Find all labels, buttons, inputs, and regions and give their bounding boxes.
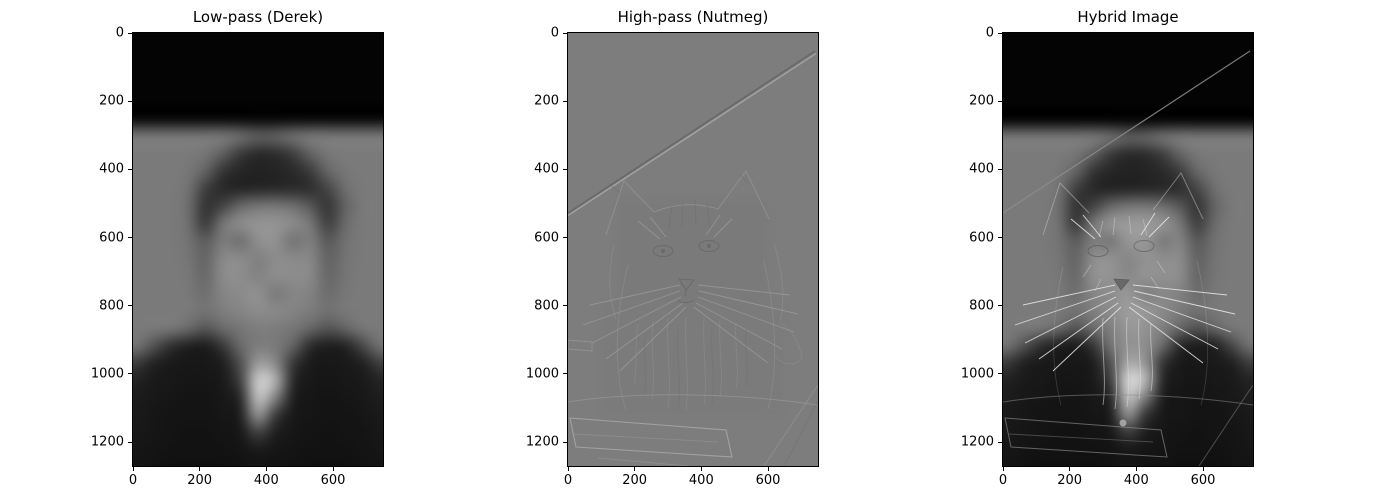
ytick-label: 1200 — [960, 434, 994, 450]
ytick-label: 0 — [550, 25, 559, 41]
ytick-label: 200 — [534, 93, 559, 109]
ytick-label: 0 — [985, 25, 994, 41]
xtick-mark — [1202, 467, 1204, 471]
ytick-mark — [128, 168, 132, 170]
ytick-mark — [128, 441, 132, 443]
xtick-mark — [1135, 467, 1137, 471]
hybrid-image — [1003, 33, 1253, 466]
xtick-label: 0 — [128, 473, 138, 488]
xtick-label: 200 — [187, 473, 213, 488]
ytick-mark — [563, 100, 567, 102]
xtick-label: 400 — [688, 473, 714, 488]
ytick-label: 400 — [534, 161, 559, 177]
xtick-label: 600 — [1190, 473, 1216, 488]
ytick-mark — [563, 305, 567, 307]
ytick-label: 1000 — [960, 366, 994, 382]
lowpass-image — [133, 33, 383, 466]
ytick-label: 1000 — [525, 366, 559, 382]
ytick-mark — [998, 237, 1002, 239]
ytick-label: 200 — [99, 93, 124, 109]
ytick-label: 1000 — [90, 366, 124, 382]
subplot-hybrid: Hybrid Image — [961, 8, 1254, 488]
subplot-lowpass-title: Low-pass (Derek) — [192, 8, 324, 26]
xtick-mark — [265, 467, 267, 471]
xtick-label: 200 — [1057, 473, 1083, 488]
ytick-label: 800 — [99, 298, 124, 314]
xtick-label: 600 — [320, 473, 346, 488]
xtick-mark — [332, 467, 334, 471]
ytick-label: 600 — [534, 230, 559, 246]
ytick-mark — [998, 441, 1002, 443]
hybrid-image-canvas — [1003, 33, 1253, 466]
ytick-label: 600 — [99, 230, 124, 246]
subplot-hybrid-title: Hybrid Image — [1077, 8, 1179, 26]
ytick-label: 1200 — [525, 434, 559, 450]
ytick-label: 800 — [969, 298, 994, 314]
ytick-mark — [128, 100, 132, 102]
ytick-mark — [998, 100, 1002, 102]
ytick-label: 600 — [969, 230, 994, 246]
ytick-mark — [998, 373, 1002, 375]
ytick-mark — [128, 373, 132, 375]
xtick-mark — [1069, 467, 1071, 471]
ytick-mark — [563, 32, 567, 34]
xtick-label: 600 — [755, 473, 781, 488]
xtick-mark — [634, 467, 636, 471]
ytick-mark — [998, 168, 1002, 170]
xtick-label: 0 — [563, 473, 573, 488]
subplot-highpass: High-pass (Nutmeg) — [526, 8, 819, 488]
ytick-mark — [128, 32, 132, 34]
ytick-mark — [563, 168, 567, 170]
highpass-image-canvas — [568, 33, 818, 466]
ytick-mark — [998, 305, 1002, 307]
ytick-mark — [563, 441, 567, 443]
ytick-mark — [128, 237, 132, 239]
xtick-label: 400 — [253, 473, 279, 488]
ytick-mark — [563, 373, 567, 375]
ytick-label: 200 — [969, 93, 994, 109]
xtick-label: 0 — [998, 473, 1008, 488]
ytick-mark — [128, 305, 132, 307]
xtick-mark — [1002, 467, 1004, 471]
ytick-mark — [998, 32, 1002, 34]
ytick-label: 400 — [969, 161, 994, 177]
highpass-image — [568, 33, 818, 466]
subplot-highpass-title: High-pass (Nutmeg) — [617, 8, 769, 26]
xtick-mark — [567, 467, 569, 471]
xtick-label: 200 — [622, 473, 648, 488]
subplot-lowpass: Low-pass (Derek) 0 200 400 600 800 1000 1200 0 2… — [91, 8, 384, 488]
ytick-label: 0 — [115, 25, 124, 41]
xtick-mark — [132, 467, 134, 471]
ytick-mark — [563, 237, 567, 239]
xtick-mark — [199, 467, 201, 471]
xtick-mark — [700, 467, 702, 471]
ytick-label: 800 — [534, 298, 559, 314]
ytick-label: 400 — [99, 161, 124, 177]
xtick-label: 400 — [1123, 473, 1149, 488]
ytick-label: 1200 — [90, 434, 124, 450]
xtick-mark — [767, 467, 769, 471]
lowpass-image-canvas — [133, 33, 383, 466]
